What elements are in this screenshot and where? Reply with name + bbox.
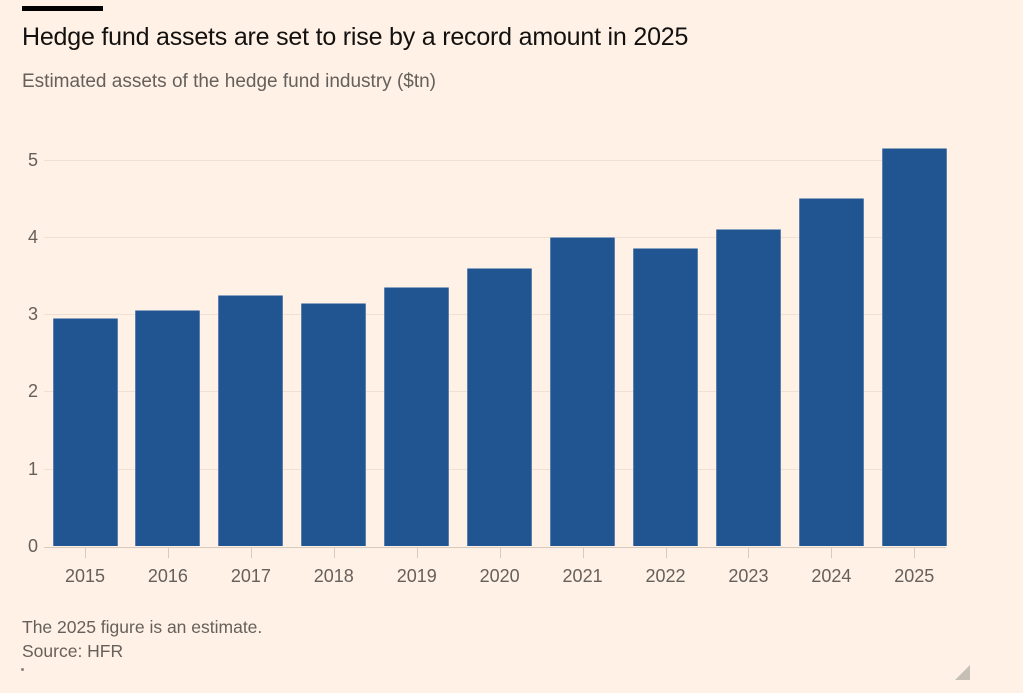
bar-2022 [633, 248, 698, 546]
x-tick-2022 [665, 547, 667, 558]
y-grid-line-0 [44, 547, 946, 548]
y-tick-label-2: 2 [27, 381, 38, 402]
bar-2015 [52, 317, 118, 546]
x-tick-label-2023: 2023 [728, 566, 769, 586]
x-tick-2024 [831, 547, 833, 558]
chart-source: Source: HFR [22, 641, 124, 661]
resize-grip-icon[interactable] [955, 665, 970, 680]
y-grid-line-4 [44, 236, 946, 238]
y-tick-label-0: 0 [27, 536, 38, 556]
x-tick-label-2019: 2019 [396, 566, 437, 586]
x-tick-label-2021: 2021 [562, 566, 603, 586]
x-tick-label-2025: 2025 [894, 566, 935, 586]
x-tick-2023 [748, 547, 750, 558]
x-tick-label-2020: 2020 [479, 566, 520, 586]
x-tick-2019 [416, 547, 418, 558]
x-tick-2020 [499, 547, 501, 558]
x-tick-2018 [333, 547, 335, 558]
x-tick-label-2017: 2017 [230, 566, 271, 586]
chart-subtitle: Estimated assets of the hedge fund indus… [22, 71, 437, 92]
x-tick-label-2018: 2018 [313, 566, 354, 586]
x-tick-label-2024: 2024 [811, 566, 852, 586]
y-tick-label-5: 5 [27, 149, 38, 170]
y-grid-line-5 [44, 159, 946, 161]
bar-2019 [384, 287, 450, 546]
y-tick-label-3: 3 [27, 304, 38, 325]
x-tick-2016 [167, 547, 169, 558]
bar-2023 [715, 229, 781, 546]
bar-2016 [135, 310, 201, 546]
x-tick-2015 [85, 547, 86, 558]
chart-title: Hedge fund assets are set to rise by a r… [22, 23, 689, 51]
chart-footnote: The 2025 figure is an estimate. [22, 617, 263, 637]
x-tick-label-2015: 2015 [64, 566, 106, 586]
x-tick-2017 [250, 547, 252, 558]
y-tick-label-4: 4 [27, 226, 38, 247]
bar-2020 [467, 267, 533, 546]
y-tick-label-1: 1 [27, 458, 38, 479]
bar-2024 [798, 198, 864, 546]
x-tick-label-2016: 2016 [147, 566, 188, 586]
title-rule [22, 6, 103, 11]
bar-2025 [881, 147, 947, 546]
x-tick-2021 [582, 547, 584, 558]
bar-2021 [550, 236, 616, 546]
stray-period-dot [21, 668, 24, 671]
x-tick-2025 [914, 547, 916, 558]
x-tick-label-2022: 2022 [645, 566, 686, 586]
bar-2018 [301, 302, 367, 546]
bar-2017 [218, 294, 284, 546]
